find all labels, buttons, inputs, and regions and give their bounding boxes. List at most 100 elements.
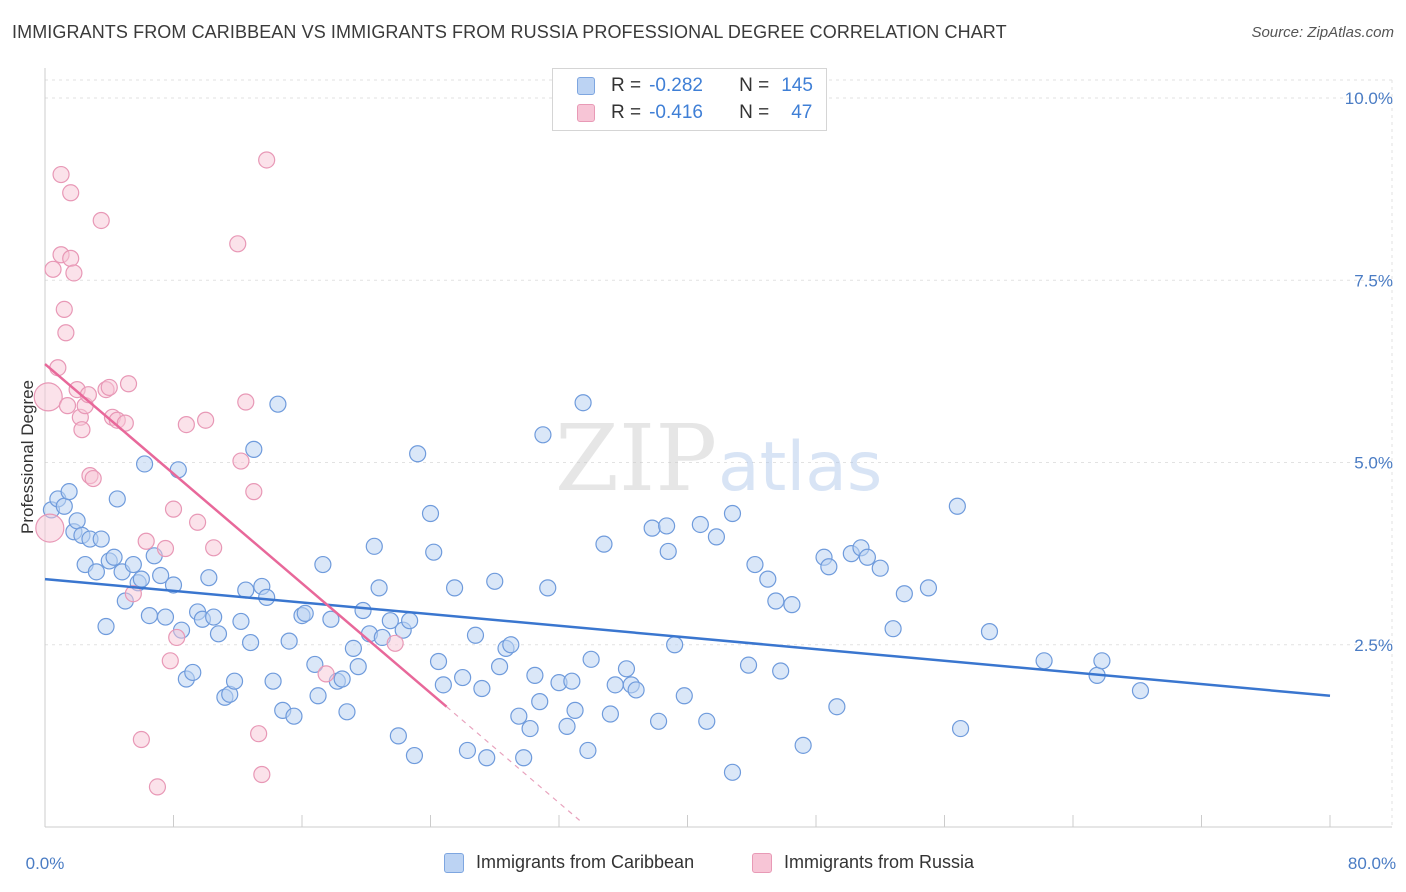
point-caribbean [434,676,452,694]
point-russia [62,249,80,267]
y-tick-label: 7.5% [1354,271,1393,290]
point-caribbean [539,579,557,597]
point-caribbean [232,612,250,631]
point-caribbean [772,662,790,680]
point-caribbean [723,504,742,523]
y-tick-label: 2.5% [1354,636,1393,655]
watermark: ZIP atlas [555,405,882,512]
point-caribbean [209,625,228,643]
point-caribbean [322,610,340,628]
point-caribbean [296,604,314,623]
point-caribbean [783,596,801,614]
point-caribbean [563,672,581,690]
point-caribbean [490,658,509,676]
legend-swatch-blue [577,77,595,95]
point-caribbean [739,656,758,674]
point-caribbean [184,663,202,682]
point-russia [73,421,91,439]
point-russia [205,539,223,557]
point-caribbean [333,670,351,688]
point-caribbean [258,588,276,606]
point-caribbean [242,633,260,652]
point-caribbean [425,543,443,561]
legend-n-value: 47 [791,102,813,123]
point-russia [84,469,102,488]
point-russia [237,393,255,411]
watermark-atlas: atlas [718,428,882,507]
point-caribbean [124,555,142,574]
point-russia [35,513,65,543]
point-russia [317,665,335,683]
point-caribbean [401,612,419,630]
bottom-legend-label: Immigrants from Russia [784,852,975,872]
y-tick-labels: 2.5% 5.0% 7.5% 10.0% [1345,89,1393,655]
legend-n-value: 145 [781,75,813,96]
axes [44,68,1392,828]
point-caribbean [55,497,73,515]
point-caribbean [767,592,785,610]
point-caribbean [200,569,218,587]
point-caribbean [478,749,496,767]
point-russia [119,375,138,393]
point-caribbean [156,608,175,626]
point-caribbean [579,741,597,760]
point-caribbean [285,707,303,725]
point-caribbean [691,515,709,534]
trend-lines [44,363,1331,824]
point-caribbean [105,548,123,566]
legend-row-russia: R = -0.416 N = 47 [577,101,812,125]
point-caribbean [60,483,78,501]
legend-row-caribbean: R = -0.282 N = 145 [577,74,813,98]
point-russia [57,324,75,342]
point-caribbean [454,668,472,687]
point-russia [44,260,62,278]
point-caribbean [794,736,812,754]
point-russia [132,730,150,749]
point-caribbean [884,620,902,638]
point-caribbean [421,504,440,523]
point-russia [58,397,77,415]
point-caribbean [606,676,624,694]
point-russia [232,452,250,470]
point-caribbean [314,555,332,574]
point-caribbean [526,666,544,684]
point-caribbean [225,672,244,690]
point-caribbean [269,395,287,413]
bottom-swatch-pink [752,852,772,873]
point-caribbean [349,658,367,676]
point-caribbean [152,566,170,585]
point-caribbean [534,426,552,444]
point-caribbean [486,572,504,590]
trend-line-caribbean [44,577,1331,698]
x-tick-label: 80.0% [1348,854,1396,873]
point-caribbean [510,707,528,725]
y-tick-label: 5.0% [1354,454,1393,473]
point-russia [245,483,263,501]
point-caribbean [389,727,407,745]
point-caribbean [643,519,661,537]
y-axis-label: Professional Degree [18,380,37,534]
point-caribbean [617,660,636,678]
point-caribbean [666,636,684,654]
x-tick-label: 0.0% [26,854,65,873]
legend-r-label: R = [611,75,642,96]
point-caribbean [338,703,356,721]
point-caribbean [515,749,533,767]
point-caribbean [582,650,600,668]
point-caribbean [169,461,187,479]
bottom-swatch-blue [444,852,464,873]
point-caribbean [365,537,383,555]
legend-swatch-pink [577,104,595,122]
y-tick-label: 10.0% [1345,89,1393,108]
legend-r-value: -0.416 [649,102,703,123]
bottom-legend-russia: Immigrants from Russia [752,852,974,873]
point-russia [62,184,80,202]
trend-line-russia [44,363,448,708]
point-russia [100,378,118,397]
series-russia-points [33,151,404,796]
point-caribbean [309,687,327,705]
point-russia [33,382,63,412]
point-russia [161,652,179,670]
point-caribbean [354,601,372,620]
